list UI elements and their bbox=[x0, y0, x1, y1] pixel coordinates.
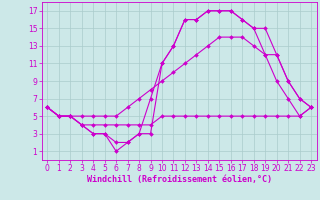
X-axis label: Windchill (Refroidissement éolien,°C): Windchill (Refroidissement éolien,°C) bbox=[87, 175, 272, 184]
